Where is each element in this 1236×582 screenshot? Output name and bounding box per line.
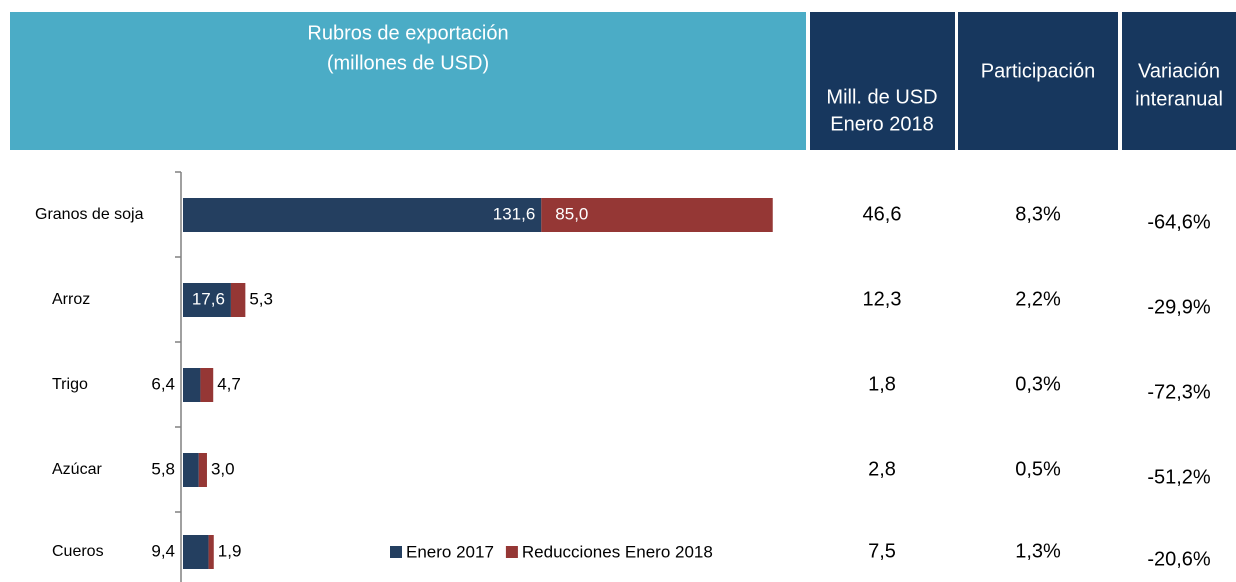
legend-label: Enero 2017 [406,542,494,561]
category-label: Azúcar [52,461,102,478]
column-header: Mill. de USD [826,86,937,108]
data-label: 4,7 [217,374,241,393]
table-cell: 46,6 [863,203,902,225]
data-label: 5,8 [151,459,175,478]
data-label: 5,3 [249,289,273,308]
table-cell: 0,5% [1015,458,1061,480]
bar-segment [541,198,773,232]
category-label: Cueros [52,543,104,560]
category-label: Granos de soja [35,206,144,223]
table-cell: 8,3% [1015,203,1061,225]
bar-segment [183,368,201,402]
table-cell: 0,3% [1015,373,1061,395]
bar-segment [198,453,207,487]
data-label: 85,0 [555,204,588,223]
table-cell: -29,9% [1147,296,1211,318]
bar-segment [183,283,231,317]
table-cell: 1,8 [868,373,896,395]
bar-segment [230,283,246,317]
column-header: Participación [981,60,1096,82]
data-label: 131,6 [493,204,536,223]
table-cell: -64,6% [1147,211,1211,233]
legend-label: Reducciones Enero 2018 [522,542,713,561]
table-cell: 2,8 [868,458,896,480]
category-label: Trigo [52,376,88,393]
table-cell: -20,6% [1147,548,1211,570]
table-cell: -72,3% [1147,381,1211,403]
column-header: Variación [1138,60,1220,82]
legend-swatch [505,546,518,558]
header-subtitle: (millones de USD) [327,52,489,74]
header-cell [810,12,955,150]
table-cell: 1,3% [1015,540,1061,562]
data-label: 9,4 [151,541,175,560]
table-cell: 12,3 [863,288,902,310]
data-label: 17,6 [192,289,225,308]
data-label: 6,4 [151,374,175,393]
header-cell [1122,12,1236,150]
table-cell: 7,5 [868,540,896,562]
legend-swatch [390,546,402,558]
header-cell [958,12,1118,150]
data-label: 1,9 [218,541,242,560]
bar-segment [208,535,214,569]
category-label: Arroz [52,291,90,308]
table-cell: -51,2% [1147,466,1211,488]
bar-segment [200,368,214,402]
bar-segment [183,453,199,487]
header-cell [10,12,806,150]
column-header: interanual [1135,88,1223,110]
bar-segment [183,198,542,232]
column-header: Enero 2018 [830,113,933,135]
header-title: Rubros de exportación [307,22,508,44]
bar-segment [183,535,209,569]
data-label: 3,0 [211,459,235,478]
table-cell: 2,2% [1015,288,1061,310]
